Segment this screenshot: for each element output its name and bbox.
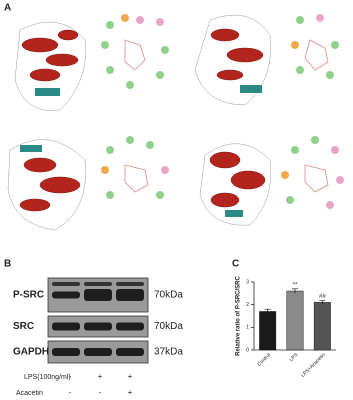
protein-label: P-SRC [13,290,44,301]
y-tick-label: 1 [246,325,249,331]
treatment-sign: - [99,388,102,397]
size-label: 70kDa [154,290,183,301]
panel-label: C [232,259,239,270]
size-label: 70kDa [154,321,183,332]
western-blot: P-SRC 70kDa SRC 70kDa GAPDH 37kDa LPS(100ng/ml… [13,277,183,397]
treatment-sign: + [128,388,133,397]
band [84,348,112,356]
band [116,289,144,301]
band [52,282,80,286]
size-label: 37kDa [154,347,183,358]
treatment-label: LPS(100ng/ml) [24,374,71,381]
x-tick-label: Control [256,352,272,368]
band [116,348,144,356]
protein-label: GAPDH [13,347,49,358]
band [116,322,144,331]
bar [259,311,277,351]
band [84,289,112,301]
bar-chart: 0 1 2 3 Relative ratio of P-SRC/SRC Control **… [236,275,336,379]
x-tick-label: LPS+Acacetin [300,352,327,379]
y-tick-label: 0 [246,347,249,353]
band [116,282,144,286]
significance: ## [319,294,326,300]
treatment-sign: - [69,388,72,397]
bar [286,290,304,351]
treatment-sign: - [69,372,72,381]
band [52,322,80,331]
y-tick-label: 3 [246,279,249,285]
band [84,282,112,286]
error-bar [319,300,326,305]
significance: ** [293,282,298,288]
y-tick-label: 2 [246,302,249,308]
panel-label: A [4,3,11,14]
treatment-label: Acacetin [16,390,43,397]
bar [313,302,331,351]
panel-label: B [4,259,11,270]
interaction-diagram [101,14,344,209]
treatment-sign: + [128,372,133,381]
band [84,322,112,331]
treatment-sign: + [98,372,103,381]
error-bar [264,308,271,314]
band [52,291,80,299]
y-axis-label: Relative ratio of P-SRC/SRC [236,275,242,355]
band [52,348,80,356]
x-tick-label: LPS [288,352,299,363]
protein-structure [7,14,271,231]
error-bar [292,288,298,294]
protein-label: SRC [13,321,34,332]
